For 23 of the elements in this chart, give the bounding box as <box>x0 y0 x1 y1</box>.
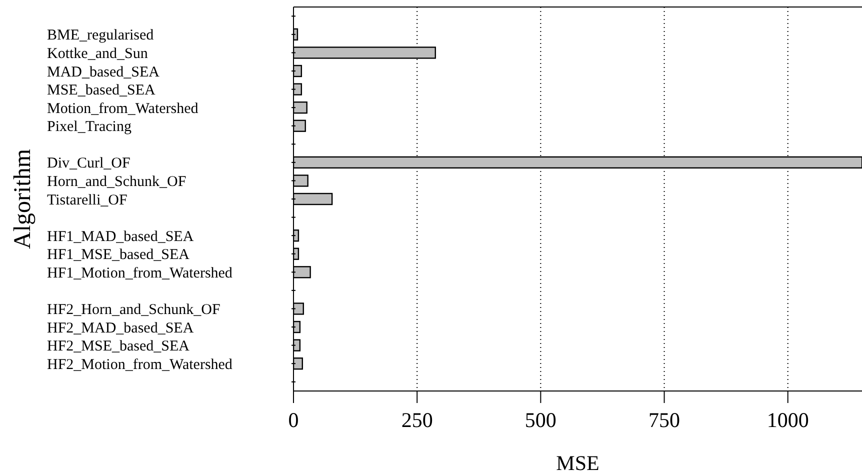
y-tick-label: Motion_from_Watershed <box>47 100 199 117</box>
y-tick-label: HF2_Motion_from_Watershed <box>47 356 233 373</box>
x-tick-label: 500 <box>524 408 556 432</box>
x-tick-label: 750 <box>648 408 680 432</box>
x-axis-title: MSE <box>556 451 600 475</box>
y-tick-label: MSE_based_SEA <box>47 82 156 99</box>
y-tick-label: HF1_MSE_based_SEA <box>47 247 190 264</box>
y-tick-label: Kottke_and_Sun <box>47 46 148 62</box>
y-tick-label: HF1_MAD_based_SEA <box>47 228 194 245</box>
y-tick-label: HF1_Motion_from_Watershed <box>47 265 233 282</box>
x-tick-label: 250 <box>401 408 433 432</box>
y-tick-label: Horn_and_Schunk_OF <box>47 174 186 190</box>
y-tick-label: HF2_MAD_based_SEA <box>47 320 194 336</box>
x-tick-label: 1000 <box>766 408 809 432</box>
y-tick-label: Tistarelli_OF <box>47 192 128 208</box>
y-axis-title: Algorithm <box>10 148 36 249</box>
y-tick-label: HF2_MSE_based_SEA <box>47 338 190 355</box>
y-tick-label: Pixel_Tracing <box>47 119 132 136</box>
x-tick-label: 0 <box>288 408 299 432</box>
y-tick-label: MAD_based_SEA <box>47 64 160 80</box>
y-tick-label: HF2_Horn_and_Schunk_OF <box>47 302 220 318</box>
y-tick-label: Div_Curl_OF <box>47 156 130 172</box>
y-tick-label: BME_regularised <box>47 28 154 44</box>
